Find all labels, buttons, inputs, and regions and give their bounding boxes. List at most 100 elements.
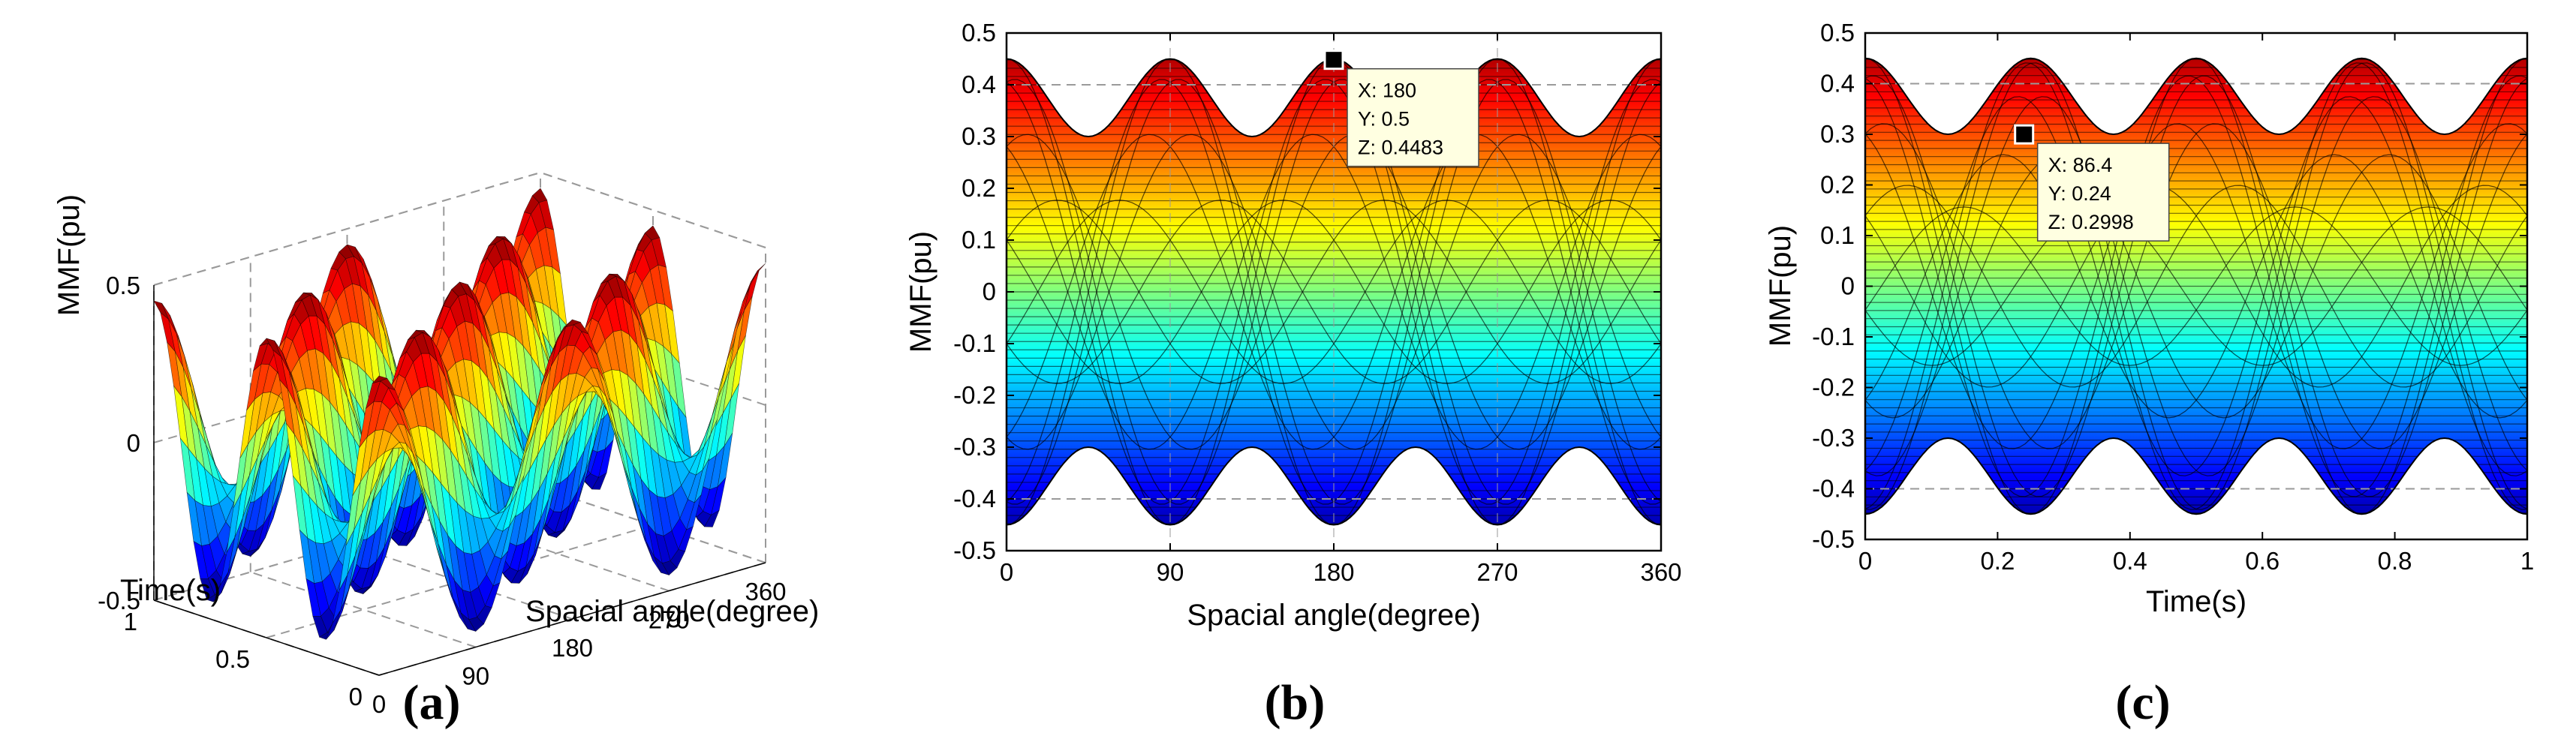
z-tick-label: 0 <box>127 429 140 457</box>
panel-b-label: (b) <box>1265 675 1326 730</box>
x-tick-label: 1 <box>2520 547 2534 575</box>
surface-trace <box>1865 123 2527 449</box>
surface-trace <box>1865 154 2527 419</box>
panel-a-ylabel: Time(s) <box>120 574 221 607</box>
y-tick-label: -0.1 <box>953 329 996 357</box>
surface-trace <box>1007 200 1661 384</box>
grid-line <box>540 172 766 248</box>
y-tick-label: -0.4 <box>953 485 996 512</box>
surface-trace <box>1865 96 2527 476</box>
panel-b-xlabel: Spacial angle(degree) <box>1187 599 1480 632</box>
y-tick-label: 0.5 <box>1820 19 1855 47</box>
grid-line <box>250 571 477 648</box>
datatip-line: Z: 0.4483 <box>1358 137 1443 159</box>
surface-trace <box>1007 200 1661 384</box>
x-tick-label: 0.4 <box>2113 547 2147 575</box>
surface-trace <box>1865 75 2527 497</box>
y-tick-label: 0.4 <box>961 71 996 98</box>
surface-trace <box>1865 75 2527 497</box>
x-tick-label: 0.2 <box>1980 547 2015 575</box>
datatip-box <box>1347 68 1479 167</box>
y-tick-label: 0 <box>983 278 996 305</box>
y-tick-label: -0.1 <box>1812 323 1855 350</box>
datatip-line: X: 180 <box>1358 80 1416 102</box>
y-tick-label: 0.1 <box>961 226 996 254</box>
surface-trace <box>1007 59 1661 525</box>
y-tick-label: 0 <box>349 683 363 710</box>
x-tick-label: 270 <box>1476 558 1518 586</box>
panel-b-ylabel: MMF(pu) <box>904 231 937 353</box>
surface-trace <box>1007 59 1661 525</box>
panel-b-spatial-view: 0 90 180 270 360 -0.5 -0.4 -0.3 -0.2 -0.1 0 0.1 0.2 0… <box>904 19 1682 730</box>
grid-line <box>153 172 541 286</box>
surface-trace <box>1007 200 1661 384</box>
axis-line <box>378 562 766 676</box>
surface-trace <box>1865 96 2527 476</box>
x-tick-label: 90 <box>462 662 489 690</box>
x-tick-label: 270 <box>649 606 690 634</box>
x-tick-label: 90 <box>1157 558 1184 586</box>
surface-trace <box>1865 62 2527 510</box>
surface-mesh-traces <box>1865 58 2527 515</box>
surface-trace <box>1865 62 2527 510</box>
panel-c-surface <box>1865 58 2527 515</box>
x-tick-label: 0 <box>1858 547 1872 575</box>
surface-trace <box>1865 75 2527 497</box>
surface-trace <box>1007 200 1661 384</box>
y-tick-label: 0 <box>1841 272 1855 300</box>
y-tick-label: -0.4 <box>1812 475 1855 503</box>
surface-trace <box>1865 96 2527 476</box>
panel-a-xlabel: Spacial angle(degree) <box>525 595 819 628</box>
surface-trace <box>1865 154 2527 419</box>
y-tick-label: -0.3 <box>953 433 996 461</box>
panel-b-datatip[interactable]: X: 180 Y: 0.5 Z: 0.4483 <box>1323 50 1479 167</box>
x-tick-label: 180 <box>1313 558 1354 586</box>
x-tick-label: 0.6 <box>2245 547 2280 575</box>
panel-a-zlabel: MMF(pu) <box>53 194 86 316</box>
surface-trace <box>1865 154 2527 419</box>
x-tick-label: 0 <box>1000 558 1013 586</box>
panel-c-label: (c) <box>2115 675 2170 730</box>
surface-patch <box>751 263 766 282</box>
surface-trace <box>1865 96 2527 476</box>
y-tick-label: 0.1 <box>1820 221 1855 249</box>
x-tick-label: 360 <box>1640 558 1681 586</box>
panel-c-datatip[interactable]: X: 86.4 Y: 0.24 Z: 0.2998 <box>2014 124 2170 242</box>
surface-trace <box>1865 62 2527 510</box>
datatip-line: Y: 0.5 <box>1358 108 1410 131</box>
y-tick-label: 0.4 <box>1820 70 1855 98</box>
datatip-marker[interactable] <box>1323 50 1344 71</box>
surface-trace <box>1007 134 1661 450</box>
surface-trace <box>1007 134 1661 450</box>
y-tick-label: -0.2 <box>953 381 996 409</box>
surface-patch <box>744 270 760 311</box>
surface-trace <box>1007 200 1661 384</box>
panel-c-tick-labels: 0 0.2 0.4 0.6 0.8 1 -0.5 -0.4 -0.3 -0.2 -0.1 0 0.1 0.… <box>1812 19 2534 575</box>
surface-trace <box>1865 185 2527 388</box>
surface-trace <box>1865 206 2527 366</box>
axis-line <box>153 599 380 676</box>
surface-trace <box>1865 123 2527 449</box>
surface-trace <box>1007 200 1661 384</box>
surface-trace <box>1865 185 2527 388</box>
datatip-line: X: 86.4 <box>2048 154 2113 176</box>
surface-trace <box>1865 185 2527 388</box>
surface-trace <box>1865 58 2527 515</box>
z-tick-label: 0.5 <box>106 272 140 299</box>
y-tick-label: 0.5 <box>215 645 250 673</box>
surface-trace <box>1865 123 2527 449</box>
datatip-line: Y: 0.24 <box>2048 182 2111 205</box>
surface-trace <box>1865 206 2527 366</box>
surface-trace <box>1007 200 1661 384</box>
datatip-marker[interactable] <box>2014 124 2035 145</box>
panel-c-ylabel: MMF(pu) <box>1764 225 1797 347</box>
panel-b-tick-labels: 0 90 180 270 360 -0.5 -0.4 -0.3 -0.2 -0.1 0 0.1 0.2 0… <box>953 19 1681 586</box>
x-tick-label: 180 <box>552 634 593 662</box>
surface-trace <box>1865 123 2527 449</box>
surface-trace <box>1865 154 2527 419</box>
y-tick-label: -0.3 <box>1812 424 1855 452</box>
surface-trace <box>1865 58 2527 515</box>
z-tick-label: -0.5 <box>98 587 140 614</box>
panel-a-3d-surface: -0.5 0 0.5 0 0.5 1 0 90 180 270 360 MMF(pu) Time(s… <box>53 172 819 730</box>
